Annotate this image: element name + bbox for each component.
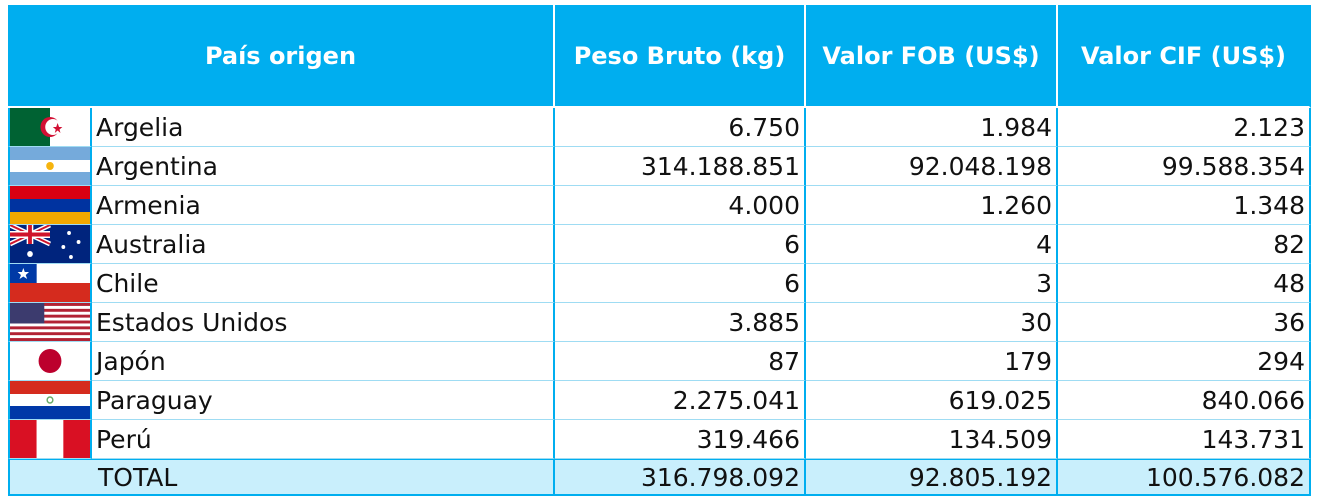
cell: 82 xyxy=(1058,225,1311,264)
cell: 3.885 xyxy=(555,303,806,342)
flag xyxy=(8,420,92,459)
cell: 30 xyxy=(806,303,1058,342)
cell: 87 xyxy=(555,342,806,381)
cell: 294 xyxy=(1058,342,1311,381)
flag xyxy=(8,342,92,381)
cell: 6 xyxy=(555,225,806,264)
total-cell: 316.798.092 xyxy=(555,459,806,496)
cell: 1.260 xyxy=(806,186,1058,225)
cell: 2.123 xyxy=(1058,108,1311,147)
flag xyxy=(8,108,92,147)
country: Argelia xyxy=(92,108,555,147)
cell: 6.750 xyxy=(555,108,806,147)
cell: 143.731 xyxy=(1058,420,1311,459)
country: Paraguay xyxy=(92,381,555,420)
cell: 99.588.354 xyxy=(1058,147,1311,186)
header-cell: Peso Bruto (kg) xyxy=(555,5,806,108)
header-cell: Valor CIF (US$) xyxy=(1058,5,1311,108)
cell: 840.066 xyxy=(1058,381,1311,420)
import-table: País origen Peso Bruto (kg) Valor FOB (U… xyxy=(8,5,1311,496)
country: Australia xyxy=(92,225,555,264)
flag xyxy=(8,225,92,264)
country: Perú xyxy=(92,420,555,459)
flag xyxy=(8,264,92,303)
flag xyxy=(8,147,92,186)
country: Armenia xyxy=(92,186,555,225)
country: Chile xyxy=(92,264,555,303)
cell: 179 xyxy=(806,342,1058,381)
header-cell: País origen xyxy=(8,5,555,108)
cell: 92.048.198 xyxy=(806,147,1058,186)
cell: 319.466 xyxy=(555,420,806,459)
total-cell: 100.576.082 xyxy=(1058,459,1311,496)
flag xyxy=(8,381,92,420)
flag xyxy=(8,186,92,225)
header-cell: Valor FOB (US$) xyxy=(806,5,1058,108)
cell: 48 xyxy=(1058,264,1311,303)
cell: 2.275.041 xyxy=(555,381,806,420)
cell: 619.025 xyxy=(806,381,1058,420)
cell: 134.509 xyxy=(806,420,1058,459)
country: Estados Unidos xyxy=(92,303,555,342)
cell: 1.348 xyxy=(1058,186,1311,225)
cell: 3 xyxy=(806,264,1058,303)
country: Japón xyxy=(92,342,555,381)
cell: 1.984 xyxy=(806,108,1058,147)
total-label: TOTAL xyxy=(8,459,555,496)
cell: 4.000 xyxy=(555,186,806,225)
flag xyxy=(8,303,92,342)
cell: 314.188.851 xyxy=(555,147,806,186)
cell: 4 xyxy=(806,225,1058,264)
cell: 6 xyxy=(555,264,806,303)
total-cell: 92.805.192 xyxy=(806,459,1058,496)
country: Argentina xyxy=(92,147,555,186)
cell: 36 xyxy=(1058,303,1311,342)
